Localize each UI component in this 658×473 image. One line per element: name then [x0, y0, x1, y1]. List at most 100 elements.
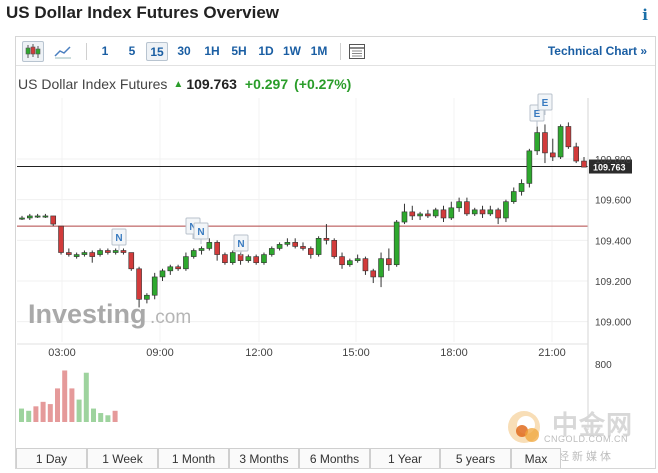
event-marker: E [537, 93, 553, 115]
interval-button-30[interactable]: 30 [177, 44, 191, 58]
candle-body [136, 268, 142, 300]
page-title: US Dollar Index Futures Overview [6, 3, 280, 22]
line-chart-icon[interactable] [52, 41, 74, 62]
timeframe-tab-max[interactable]: Max [511, 448, 561, 468]
candle-body [198, 248, 205, 251]
table-icon[interactable] [346, 41, 368, 62]
candle-body [432, 209, 439, 217]
candle-body [534, 132, 540, 152]
candle-body [222, 254, 228, 263]
candlestick-icon[interactable] [22, 41, 44, 62]
candle-down [362, 256, 369, 275]
candle-down [581, 156, 587, 168]
timeframe-tab-1-month[interactable]: 1 Month [158, 448, 229, 468]
event-marker-label: E [542, 98, 549, 109]
quote-line: US Dollar Index Futures ▲ 109.763 +0.297 (+0… [18, 76, 351, 92]
volume-bar [105, 415, 111, 422]
cngold-logo-text: 中金网 [552, 411, 634, 441]
toolbar-divider [86, 43, 87, 60]
candle-body [487, 209, 494, 215]
candle-up [284, 238, 291, 247]
volume-bar [112, 410, 118, 422]
candle-body [292, 242, 298, 247]
candle-body [549, 152, 556, 158]
y-tick-label: 109.800 [595, 155, 632, 166]
candle-down [222, 252, 228, 265]
candle-up [534, 126, 540, 155]
chart-grid [17, 98, 588, 342]
interval-button-1m[interactable]: 1M [310, 44, 328, 58]
interval-button-1w[interactable]: 1W [283, 44, 301, 58]
up-arrow-icon: ▲ [173, 79, 184, 90]
candle-body [245, 256, 252, 261]
candle-body [81, 252, 88, 255]
candle-body [557, 126, 564, 158]
chart-frame [15, 36, 656, 469]
volume-bar [55, 388, 60, 422]
candle-body [58, 225, 64, 253]
candle-body [27, 215, 33, 219]
candle-body [300, 246, 306, 249]
y-tick-label: 109.200 [595, 277, 632, 288]
candle-up [448, 201, 455, 220]
interval-button-1h[interactable]: 1H [204, 44, 220, 58]
technical-chart-link[interactable]: Technical Chart » [548, 44, 647, 58]
event-marker-label: N [189, 222, 196, 233]
candle-up [167, 264, 174, 275]
candle-body [440, 209, 447, 219]
timeframe-tab-1-year[interactable]: 1 Year [370, 448, 440, 468]
last-price-tag-label: 109.763 [593, 163, 626, 173]
candle-body [401, 211, 408, 223]
interval-button-5h[interactable]: 5H [231, 44, 247, 58]
candle-down [331, 238, 338, 259]
candle-up [261, 252, 267, 265]
candle-body [253, 256, 259, 264]
last-price-tag [589, 159, 632, 174]
candle-body [581, 160, 587, 168]
interval-button-15[interactable]: 15 [146, 42, 168, 61]
event-marker-label: N [115, 233, 122, 244]
candle-body [19, 217, 25, 220]
candle-up [229, 250, 236, 265]
candle-body [167, 266, 174, 272]
candle-up [456, 197, 462, 212]
candle-up [198, 246, 205, 255]
volume-bar [40, 401, 46, 422]
timeframe-tab-1-day[interactable]: 1 Day [16, 448, 87, 468]
candle-down [409, 205, 416, 220]
candle-body [308, 248, 314, 255]
candle-up [518, 179, 525, 196]
candle-body [409, 211, 416, 217]
candle-up [183, 252, 189, 271]
volume-bar [47, 404, 53, 422]
price-change: +0.297 [244, 76, 289, 92]
candle-up [487, 205, 494, 216]
timeframe-tab-5-years[interactable]: 5 years [440, 448, 511, 468]
candle-down [89, 250, 96, 263]
volume-bar [91, 408, 96, 422]
price-change-percent: (+0.27%) [294, 76, 352, 92]
candle-body [175, 266, 181, 270]
candle-up [97, 248, 103, 257]
info-icon[interactable]: i [642, 6, 648, 24]
candle-body [190, 250, 197, 257]
interval-button-5[interactable]: 5 [128, 44, 136, 58]
interval-button-1d[interactable]: 1D [258, 44, 274, 58]
candle-body [268, 248, 275, 255]
candle-up [268, 246, 275, 257]
instrument-name: US Dollar Index Futures [18, 76, 168, 92]
double-chevron-right-icon: » [640, 44, 647, 58]
candle-body [526, 150, 533, 184]
timeframe-tab-3-months[interactable]: 3 Months [229, 448, 299, 468]
timeframe-tab-6-months[interactable]: 6 Months [299, 448, 370, 468]
candle-down [495, 207, 501, 225]
candle-body [183, 256, 189, 270]
candle-body [261, 254, 267, 263]
candle-up [112, 248, 119, 255]
candle-body [542, 132, 548, 154]
timeframe-tab-1-week[interactable]: 1 Week [87, 448, 158, 468]
interval-button-1[interactable]: 1 [101, 44, 109, 58]
candle-body [386, 258, 392, 266]
